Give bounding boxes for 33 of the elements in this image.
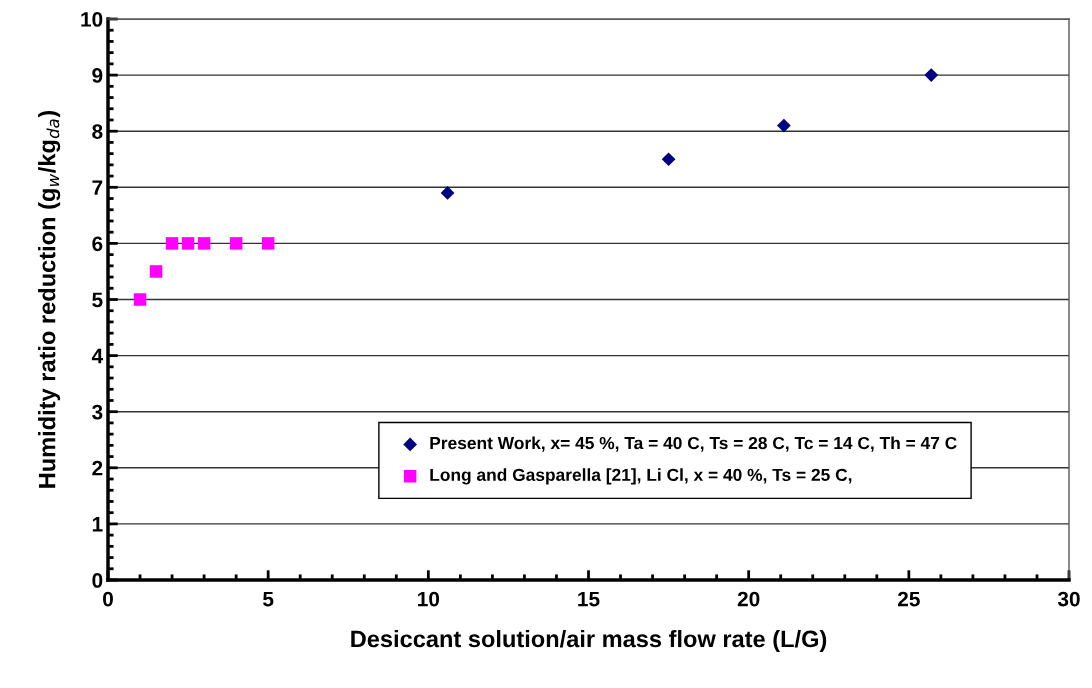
point bbox=[261, 237, 275, 250]
y-tick-label: 0 bbox=[92, 573, 103, 588]
x-tick-label: 5 bbox=[263, 591, 274, 607]
y-tick-label: 3 bbox=[92, 404, 103, 420]
y-tick-label: 1 bbox=[92, 517, 103, 532]
legend-label: Long and Gasparella [21], Li Cl, x = 40 %, Ts = 25 C, bbox=[430, 468, 852, 485]
x-axis-title: Desiccant solution/air mass flow rate (L/G) bbox=[351, 629, 827, 652]
point bbox=[181, 237, 195, 250]
x-tick-label: 30 bbox=[1057, 591, 1080, 607]
y-tick-label: 2 bbox=[92, 460, 103, 476]
point bbox=[165, 237, 179, 250]
y-tick-label: 10 bbox=[81, 12, 103, 27]
x-tick-label: 25 bbox=[897, 591, 920, 607]
x-tick-label: 15 bbox=[578, 591, 600, 607]
point bbox=[133, 293, 147, 306]
point bbox=[777, 118, 791, 133]
x-tick-label: 10 bbox=[418, 591, 440, 607]
legend-label: Present Work, x= 45 %, Ta = 40 C, Ts = 28 C, Tc = 14 C, Th = 47 C bbox=[430, 436, 957, 452]
y-axis-title: Humidity ratio reduction (g$_{w}$/kg$_{da}$) bbox=[38, 110, 61, 488]
x-tick-label: 20 bbox=[737, 591, 760, 607]
point bbox=[440, 186, 455, 200]
point bbox=[149, 265, 163, 278]
y-tick-label: 7 bbox=[92, 180, 103, 195]
point bbox=[661, 152, 676, 167]
y-tick-label: 8 bbox=[92, 124, 103, 139]
y-tick-label: 4 bbox=[91, 348, 104, 364]
point bbox=[197, 237, 211, 250]
y-tick-label: 9 bbox=[92, 68, 103, 83]
point bbox=[229, 237, 243, 250]
y-tick-label: 5 bbox=[92, 292, 103, 308]
y-tick-label: 6 bbox=[92, 236, 103, 252]
point bbox=[924, 68, 939, 82]
x-tick-label: 0 bbox=[103, 591, 113, 607]
